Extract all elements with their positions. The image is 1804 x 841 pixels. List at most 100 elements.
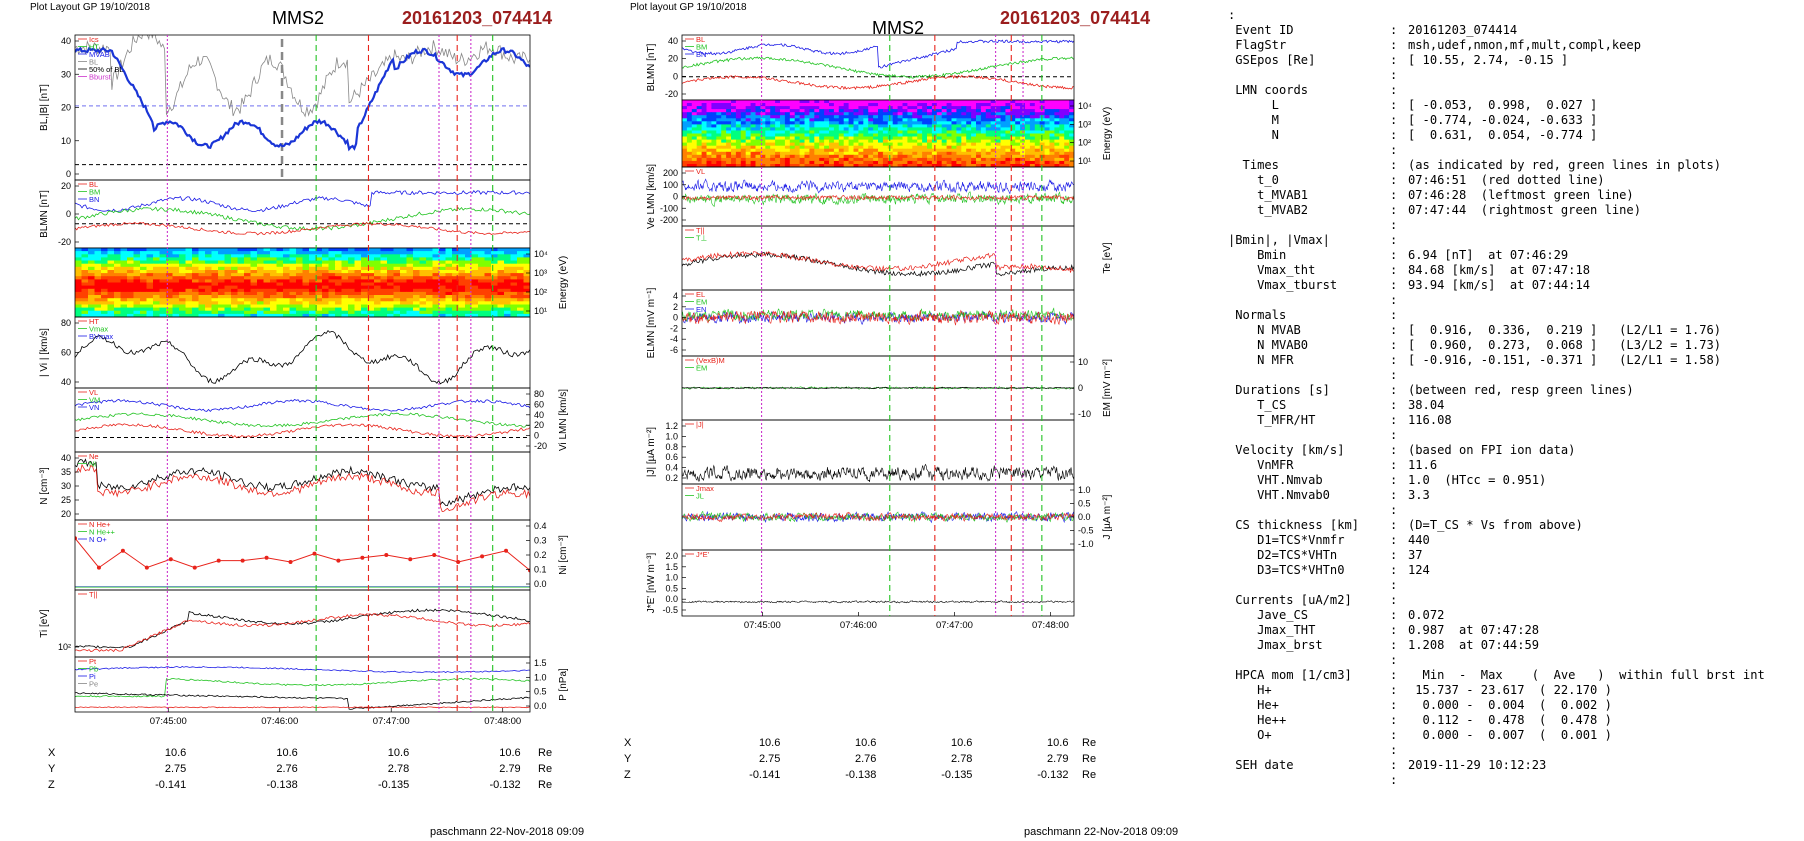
spectrogram-cell: [770, 109, 776, 113]
spectrogram-cell: [348, 301, 355, 305]
spectrogram-cell: [172, 313, 180, 317]
spectrogram-cell: [114, 307, 121, 312]
spectrogram-cell: [917, 121, 923, 125]
spectrogram-cell: [322, 260, 329, 265]
spectrogram-cell: [873, 106, 879, 110]
spectrogram-cell: [956, 112, 962, 116]
spectrogram-cell: [784, 121, 791, 125]
spectrogram-cell: [892, 133, 899, 137]
spectrogram-cell: [1000, 100, 1006, 104]
spectrogram-cell: [224, 282, 232, 287]
spectrogram-cell: [878, 160, 884, 165]
spectrogram-cell: [328, 270, 336, 274]
spectrogram-cell: [250, 310, 258, 315]
spectrogram-cell: [1000, 142, 1006, 147]
spectrogram-cell: [270, 282, 277, 287]
spectrogram-cell: [276, 285, 284, 290]
spectrogram-cell: [367, 310, 375, 315]
spectrogram-cell: [735, 127, 742, 131]
spectrogram-cell: [218, 257, 225, 261]
spectrogram-cell: [361, 285, 368, 290]
spectrogram-cell: [951, 100, 957, 104]
spectrogram-cell: [706, 115, 712, 119]
y-tick-label: 0: [66, 209, 71, 219]
y-tick-label: -0.5: [662, 605, 678, 615]
spectrogram-cell: [484, 254, 492, 258]
spectrogram-cell: [686, 127, 693, 131]
spectrogram-cell: [107, 263, 115, 268]
panel-frame: [74, 387, 531, 453]
spectrogram-cell: [897, 112, 903, 116]
spectrogram-cell: [789, 154, 796, 159]
y-axis-label: Te [eV]: [1102, 242, 1113, 273]
spectrogram-cell: [912, 124, 918, 128]
x-tick-label: 07:45:00: [744, 620, 781, 631]
spectrogram-cell: [853, 130, 859, 134]
info-key: [1228, 503, 1390, 518]
spectrogram-cell: [140, 298, 147, 302]
spectrogram-cell: [814, 142, 820, 147]
spectrogram-cell: [432, 291, 440, 296]
spectrogram-cell: [1025, 151, 1031, 156]
spectrogram-cell: [328, 251, 336, 255]
legend-label: HT: [89, 43, 99, 52]
spectrogram-cell: [946, 136, 952, 140]
spectrogram-cell: [387, 282, 394, 287]
spectrogram-cell: [94, 279, 102, 283]
spectrogram-cell: [400, 288, 407, 293]
spectrogram-cell: [1059, 112, 1065, 116]
spectrogram-cell: [770, 160, 776, 165]
spectrogram-cell: [1000, 136, 1006, 140]
spectrogram-cell: [75, 251, 82, 255]
spectrogram-cell: [863, 148, 869, 153]
spectrogram-cell: [445, 310, 453, 315]
spectrogram-cell: [853, 148, 859, 153]
spectrogram-cell: [682, 139, 688, 144]
spectrogram-cell: [1010, 151, 1016, 156]
spectrogram-cell: [858, 127, 864, 131]
spectrogram-cell: [853, 100, 859, 104]
legend-label: HT: [89, 317, 99, 326]
spectrogram-cell: [701, 121, 707, 125]
spectrogram-cell: [413, 279, 420, 283]
spectrogram-cell: [936, 100, 943, 104]
spectrogram-cell: [809, 130, 815, 134]
info-row: :: [1228, 503, 1765, 518]
spectrogram-cell: [523, 257, 530, 261]
spectrogram-cell: [868, 130, 874, 134]
spectrogram-cell: [374, 313, 381, 317]
spectrogram-cell: [289, 295, 297, 299]
spectrogram-cell: [853, 133, 859, 137]
info-key: [1228, 368, 1390, 383]
spectrogram-cell: [517, 282, 524, 287]
coord-value: -0.132: [1037, 769, 1069, 781]
spectrogram-cell: [393, 251, 401, 255]
spectrogram-cell: [1015, 124, 1021, 128]
info-colon: :: [1390, 203, 1398, 217]
spectrogram-cell: [335, 248, 342, 252]
spectrogram-cell: [897, 145, 903, 150]
spectrogram-cell: [966, 160, 972, 165]
spectrogram-cell: [882, 106, 889, 110]
spectrogram-cell: [765, 151, 771, 156]
spectrogram-cell: [205, 266, 212, 271]
spectrogram-cell: [980, 124, 987, 128]
spectrogram-cell: [789, 136, 796, 140]
spectrogram-cell: [956, 106, 962, 110]
spectrogram-cell: [413, 263, 420, 268]
spectrogram-cell: [224, 273, 232, 277]
spectrogram-cell: [309, 298, 316, 302]
spectrogram-cell: [706, 142, 712, 147]
spectrogram-cell: [951, 160, 957, 165]
panel-frame: [681, 419, 1075, 485]
spectrogram-cell: [838, 100, 845, 104]
info-key: [1228, 143, 1390, 158]
spectrogram-cell: [726, 160, 732, 165]
spectrogram-cell: [81, 273, 89, 277]
y-axis-label: N [cm⁻³]: [39, 467, 50, 505]
spectrogram-cell: [794, 139, 801, 144]
spectrogram-cell: [843, 148, 850, 153]
spectrogram-cell: [917, 139, 923, 144]
spectrogram-cell: [951, 103, 957, 107]
spectrogram-cell: [263, 295, 271, 299]
